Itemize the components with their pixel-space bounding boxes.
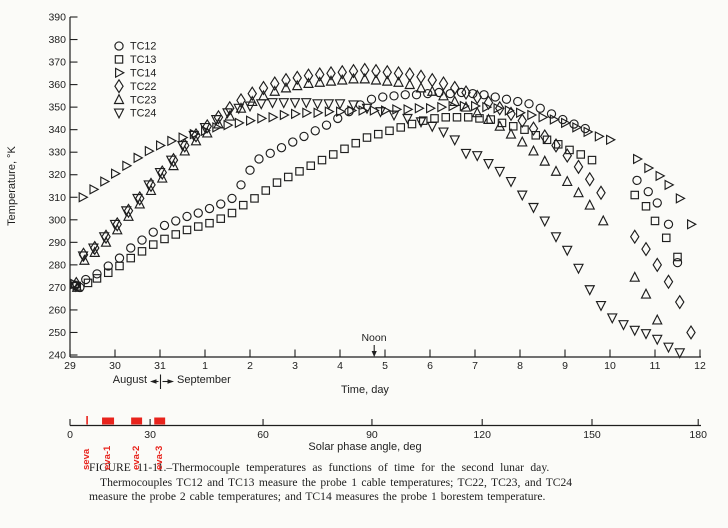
svg-text:380: 380 [48,34,66,46]
series-tc13 [72,112,682,291]
legend-item-tc24: TC24 [113,108,156,120]
eva-label-eva-2: eva-2 [130,445,142,470]
svg-text:5: 5 [382,360,388,372]
svg-text:TC24: TC24 [130,108,156,120]
svg-text:2: 2 [247,360,253,372]
svg-text:120: 120 [473,429,491,441]
caption-line-3: measure the probe 2 cable temperatures; … [89,490,546,503]
eva-marks [86,416,166,425]
svg-text:390: 390 [48,12,66,24]
svg-text:310: 310 [48,192,66,204]
svg-text:240: 240 [48,350,66,362]
noon-label: Noon [361,332,387,344]
noon-arrow [371,345,377,357]
svg-text:6: 6 [427,360,433,372]
svg-text:TC22: TC22 [130,81,156,93]
series-tc12 [70,87,683,293]
eva-label-eva-3: eva-3 [153,445,165,470]
svg-text:340: 340 [48,124,66,136]
month-label-august: August [112,374,147,386]
svg-text:1: 1 [202,360,208,372]
svg-text:60: 60 [257,429,269,441]
legend-item-tc12: TC12 [114,41,156,53]
svg-text:12: 12 [694,360,706,372]
svg-text:8: 8 [517,360,523,372]
series-tc14 [70,100,698,290]
svg-text:7: 7 [472,360,478,372]
svg-text:TC12: TC12 [130,41,156,53]
svg-text:250: 250 [48,327,66,339]
eva-label-eva-1: eva-1 [102,445,114,470]
svg-text:3: 3 [292,360,298,372]
legend-item-tc13: TC13 [114,54,156,66]
series-tc22 [71,62,696,340]
svg-text:9: 9 [562,360,568,372]
svg-text:180: 180 [689,429,707,441]
svg-text:4: 4 [337,360,343,372]
legend-item-tc22: TC22 [114,78,156,94]
svg-text:90: 90 [366,429,378,441]
legend-item-tc23: TC23 [113,93,156,106]
svg-text:31: 31 [154,360,166,372]
svg-text:30: 30 [144,429,156,441]
svg-text:30: 30 [109,360,121,372]
svg-text:350: 350 [48,102,66,114]
svg-text:370: 370 [48,57,66,69]
svg-text:330: 330 [48,147,66,159]
axes: 2402502602702802903003103203303403503603… [48,12,707,442]
svg-text:29: 29 [64,360,76,372]
svg-text:11: 11 [650,360,661,372]
month-boundary-arrows [150,374,174,389]
figure-caption: FIGURE 11-11.–Thermocouple temperatures … [89,461,645,505]
svg-text:300: 300 [48,214,66,226]
svg-text:280: 280 [48,259,66,271]
time-axis-title: Time, day [341,384,389,396]
svg-text:360: 360 [48,79,66,91]
svg-text:320: 320 [48,169,66,181]
solar-axis-title: Solar phase angle, deg [308,441,422,453]
svg-text:0: 0 [67,429,73,441]
svg-text:TC13: TC13 [130,54,156,66]
svg-text:TC23: TC23 [130,94,156,106]
month-label-september: September [177,374,231,386]
series-tc24 [70,98,686,359]
svg-text:260: 260 [48,304,66,316]
caption-line-1: FIGURE 11-11.–Thermocouple temperatures … [89,461,550,474]
svg-text:10: 10 [604,360,616,372]
svg-text:270: 270 [48,282,66,294]
svg-text:290: 290 [48,237,66,249]
caption-line-2: Thermocouples TC12 and TC13 measure the … [100,475,573,489]
y-axis-title: Temperature, °K [6,146,18,226]
legend-item-tc14: TC14 [115,67,156,80]
svg-text:TC14: TC14 [130,68,156,80]
eva-label-seva: seva [81,448,93,470]
svg-text:150: 150 [583,429,601,441]
